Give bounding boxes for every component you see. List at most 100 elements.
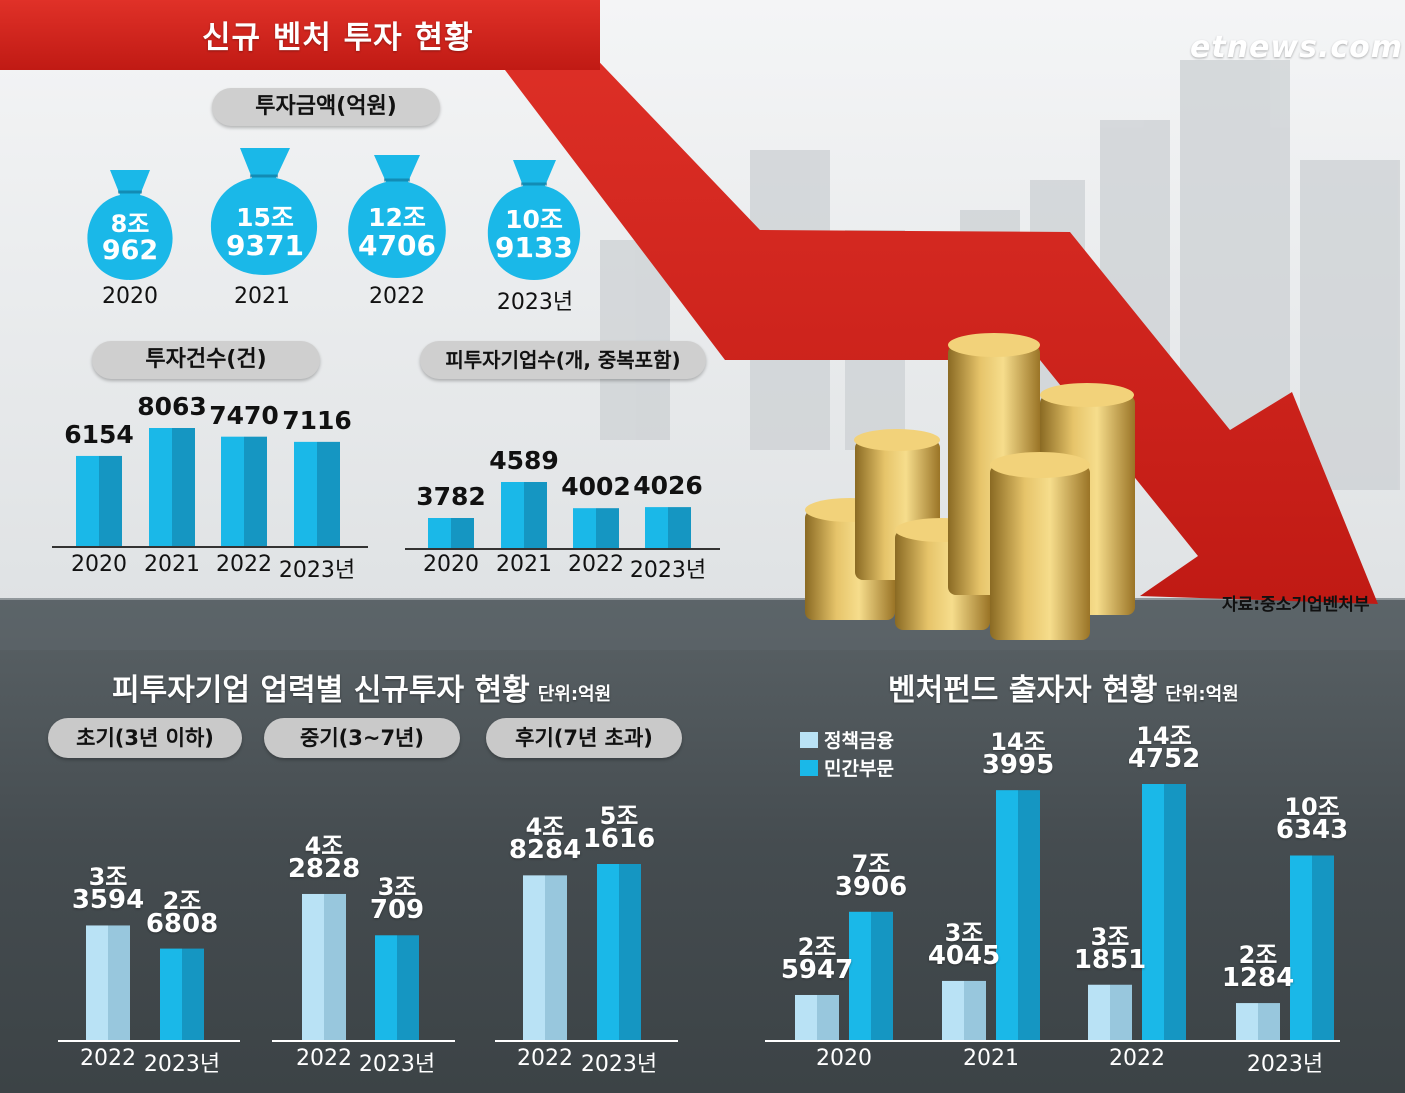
- stage-bar-1-1: [375, 935, 419, 1040]
- section-title-stage: 피투자기업 업력별 신규투자 현황 단위:억원: [112, 673, 612, 708]
- fund-bar-1-0: [942, 980, 986, 1040]
- count-value-0: 6154: [64, 419, 134, 449]
- bag-year-2022: 2022: [369, 284, 425, 309]
- company-bar-2: [573, 508, 619, 548]
- fund-bar-0-0: [795, 994, 839, 1040]
- count-xlabel-0: 2020: [71, 552, 127, 577]
- fund-xlabel-1: 2021: [963, 1046, 1019, 1071]
- fund-value-jo-1-1: 14조: [990, 728, 1046, 757]
- company-bar-3: [645, 507, 691, 548]
- count-value-3: 7116: [282, 405, 352, 435]
- fund-bar-0-1: [849, 911, 893, 1040]
- fund-bar-3-0: [1236, 1003, 1280, 1040]
- stage-bar-2-1: [597, 864, 641, 1040]
- fund-value-jo-2-1: 14조: [1136, 722, 1192, 750]
- section-title-fund: 벤처펀드 출자자 현황 단위:억원: [888, 673, 1239, 708]
- legend-swatch-blue: [800, 759, 818, 776]
- company-xlabel-2: 2022: [568, 552, 624, 577]
- pill-investment-count: 투자건수(건): [92, 341, 320, 379]
- stage-value-rest-0-0: 3594: [71, 885, 145, 916]
- stage-xlabel-0-1: 2023년: [143, 1052, 221, 1077]
- stage-value-rest-2-1: 1616: [582, 824, 656, 854]
- money-bags: [87, 148, 581, 280]
- count-bar-3: [294, 441, 340, 546]
- pill-early-stage: 초기(3년 이하): [48, 718, 242, 758]
- stage-xlabel-2-1: 2023년: [580, 1052, 658, 1077]
- fund-value-jo-3-0: 2조: [1238, 941, 1278, 970]
- count-value-1: 8063: [137, 392, 207, 421]
- red-trend-arrow: [0, 0, 1378, 604]
- fund-value-rest-1-1: 3995: [981, 750, 1055, 781]
- fund-bar-1-1: [996, 790, 1040, 1040]
- fund-value-jo-3-1: 10조: [1284, 793, 1340, 822]
- stage-value-jo-1-1: 3조: [377, 873, 417, 902]
- fund-value-jo-0-1: 7조: [851, 849, 891, 878]
- company-value-0: 3782: [416, 482, 486, 511]
- count-bar-1: [149, 428, 195, 546]
- company-xlabel-0: 2020: [423, 552, 479, 577]
- bag-year-2023: 2023년: [496, 290, 574, 315]
- stage-value-rest-2-0: 8284: [508, 835, 582, 866]
- stage-xlabel-0-0: 2022: [80, 1046, 136, 1071]
- stage-value-rest-1-1: 709: [369, 895, 425, 926]
- fund-value-rest-1-0: 4045: [927, 940, 1001, 971]
- legend-swatch-light: [800, 731, 818, 748]
- gold-coin-stacks: [805, 333, 1135, 640]
- bag-label-2021: 15조 9371: [226, 203, 304, 263]
- stage-value-jo-0-0: 3조: [88, 863, 128, 892]
- stage-value-jo-2-0: 4조: [525, 813, 565, 842]
- fund-xlabel-2: 2022: [1109, 1046, 1165, 1071]
- bag-year-2020: 2020: [102, 284, 158, 309]
- fund-bar-2-0: [1088, 984, 1132, 1040]
- count-xlabel-3: 2023년: [278, 558, 356, 583]
- etnews-logo: etnews.com: [1190, 30, 1404, 65]
- company-bar-0: [428, 518, 474, 548]
- stage-xlabel-2-0: 2022: [517, 1046, 573, 1071]
- count-xlabel-1: 2021: [144, 552, 200, 577]
- fund-xlabel-3: 2023년: [1246, 1052, 1324, 1077]
- stage-bar-2-0: [523, 875, 567, 1040]
- source-note: 자료:중소기업벤처부: [1222, 595, 1370, 615]
- pill-investment-amount: 투자금액(억원): [212, 88, 440, 126]
- fund-value-rest-3-0: 1284: [1221, 963, 1295, 994]
- count-xlabel-2: 2022: [216, 552, 272, 577]
- fund-value-rest-2-0: 1851: [1073, 944, 1147, 975]
- count-value-2: 7470: [209, 400, 279, 430]
- money-bag-2020: [87, 170, 173, 280]
- fund-bar-3-1: [1290, 855, 1334, 1040]
- stage-value-jo-2-1: 5조: [599, 802, 639, 830]
- fund-value-rest-3-1: 6343: [1275, 815, 1349, 846]
- fund-bar-2-1: [1142, 784, 1186, 1040]
- legend-private-sector: 민간부문: [800, 754, 894, 781]
- fund-value-jo-0-0: 2조: [797, 932, 837, 961]
- fund-value-rest-0-1: 3906: [834, 871, 908, 902]
- stage-bar-0-1: [160, 948, 204, 1040]
- bag-year-2021: 2021: [234, 284, 290, 309]
- count-bar-2: [221, 436, 267, 546]
- money-bag-2021: [210, 148, 318, 275]
- fund-value-rest-2-1: 4752: [1127, 744, 1201, 774]
- stage-bar-0-0: [86, 925, 130, 1040]
- pill-mid-stage: 중기(3~7년): [264, 718, 460, 758]
- pill-late-stage: 후기(7년 초과): [486, 718, 682, 758]
- company-value-2: 4002: [561, 472, 631, 502]
- money-bag-2022: [348, 155, 446, 278]
- stage-bar-1-0: [302, 893, 346, 1040]
- fund-value-jo-2-0: 3조: [1090, 922, 1130, 951]
- company-bar-1: [501, 482, 547, 548]
- stage-value-rest-0-1: 6808: [145, 908, 219, 939]
- count-bar-0: [76, 455, 122, 546]
- stage-value-jo-1-0: 4조: [304, 831, 344, 860]
- fund-value-rest-0-0: 5947: [780, 954, 854, 985]
- stage-xlabel-1-1: 2023년: [358, 1052, 436, 1077]
- company-xlabel-3: 2023년: [629, 558, 707, 583]
- bag-label-2020: 8조 962: [101, 210, 159, 267]
- bag-label-2022: 12조 4706: [358, 203, 436, 263]
- stage-value-rest-1-0: 2828: [287, 853, 361, 884]
- company-xlabel-1: 2021: [496, 552, 552, 577]
- legend-policy-finance: 정책금융: [800, 726, 894, 753]
- stage-xlabel-1-0: 2022: [296, 1046, 352, 1071]
- bag-label-2023: 10조 9133: [495, 205, 573, 265]
